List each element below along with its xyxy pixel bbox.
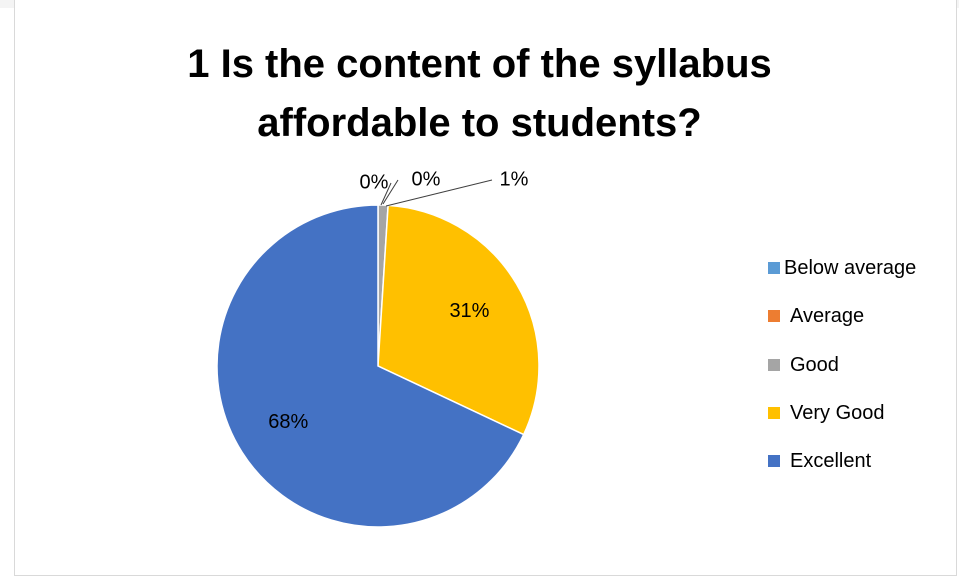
legend-swatch-average — [768, 310, 780, 322]
legend-label-below-average: Below average — [784, 257, 917, 279]
data-label-very-good: 31% — [449, 300, 489, 322]
legend-swatch-very-good — [768, 407, 780, 419]
leader-line-below-average — [380, 182, 392, 206]
legend-swatch-excellent — [768, 455, 780, 467]
data-label-average: 0% — [412, 168, 441, 190]
legend-swatch-below-average — [768, 262, 780, 274]
data-label-excellent: 68% — [268, 411, 308, 433]
pie-slice-very-good — [377, 204, 540, 436]
legend-swatch-good — [768, 359, 780, 371]
legend-label-average: Average — [790, 305, 865, 327]
chart-title-line-2: affordable to students? — [257, 101, 702, 145]
legend-label-excellent: Excellent — [790, 450, 872, 472]
legend-label-good: Good — [790, 354, 839, 376]
data-label-good: 1% — [500, 168, 529, 190]
pie-slice-excellent — [216, 204, 525, 528]
data-label-below-average: 0% — [360, 171, 389, 193]
legend-label-very-good: Very Good — [790, 402, 885, 424]
chart-title-line-1: 1 Is the content of the syllabus — [187, 42, 772, 86]
leader-line-good — [385, 179, 493, 207]
leader-line-average — [382, 179, 399, 205]
